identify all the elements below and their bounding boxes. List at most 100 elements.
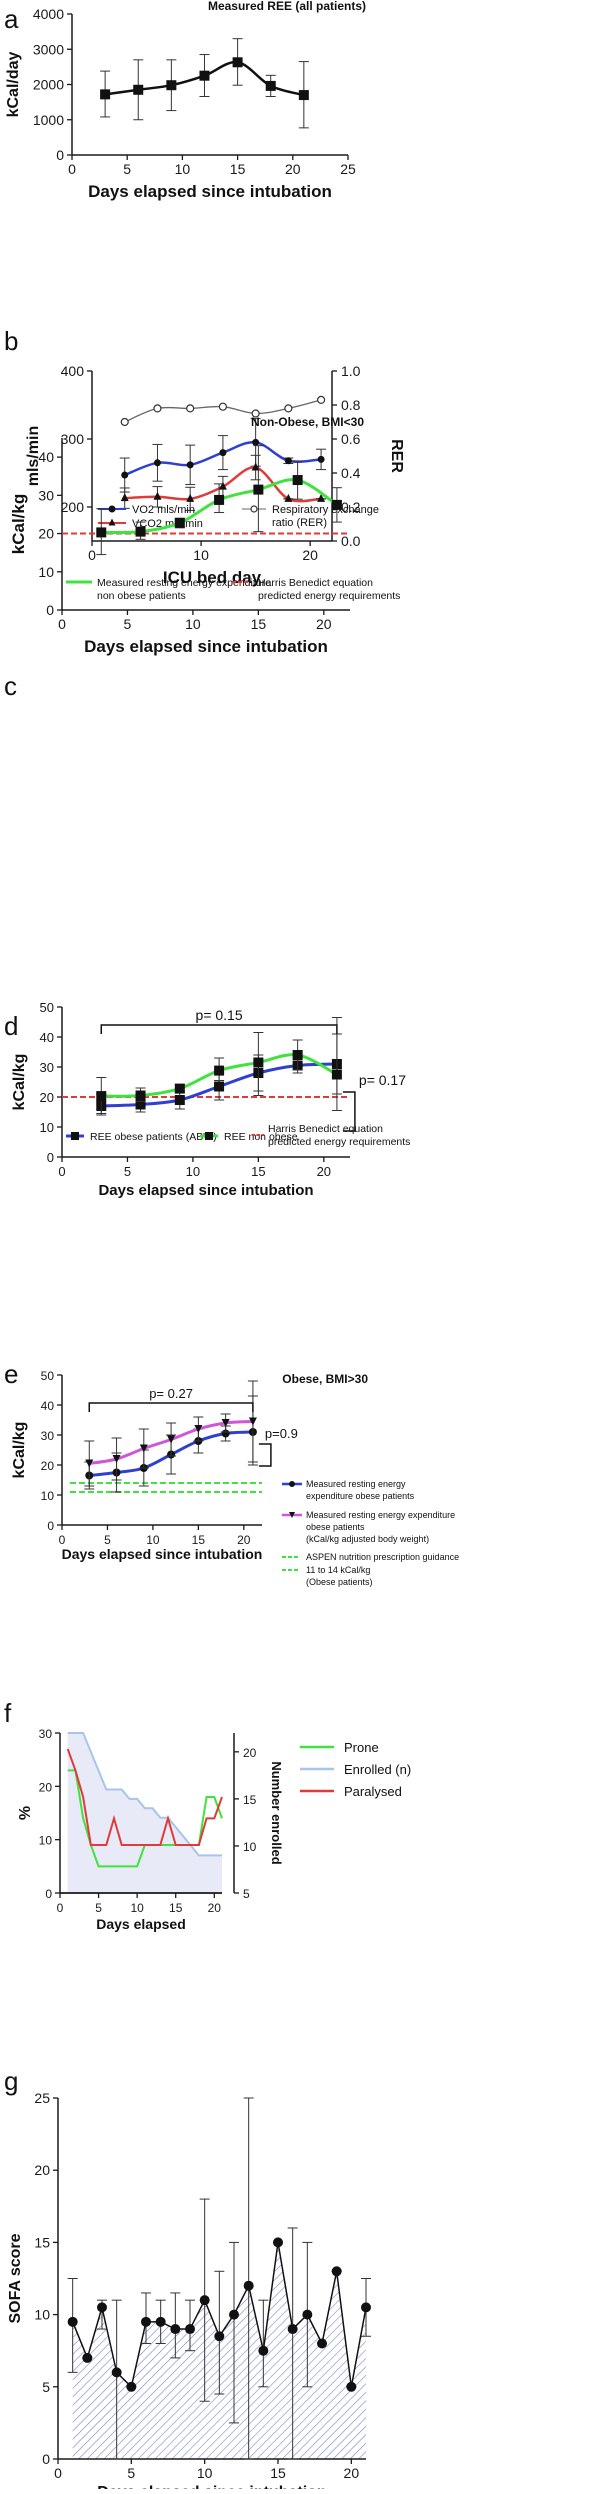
chart-f-y2-tick-label: 15 <box>243 1793 257 1807</box>
chart-d-data-point <box>331 1069 342 1080</box>
chart-c-data-point <box>174 517 185 528</box>
chart-c-x-tick-label: 5 <box>124 616 132 632</box>
chart-g-data-point <box>67 2316 78 2327</box>
chart-c-y-tick-label: 0 <box>46 602 54 618</box>
panel-letter-f: f <box>4 1698 12 1728</box>
chart-c-legend-label: Measured resting energy expenditure <box>97 577 271 589</box>
chart-d-data-point <box>135 1099 146 1110</box>
chart-f-legend-label: Enrolled (n) <box>344 1762 411 1777</box>
chart-d-data-point <box>253 1057 264 1068</box>
chart-g-y-tick-label: 0 <box>42 2451 50 2467</box>
chart-b-data-point <box>121 471 129 479</box>
chart-a-x-tick-label: 5 <box>123 161 131 177</box>
chart-d-legend-label: REE non obese <box>224 1131 298 1143</box>
chart-g-y-tick-label: 10 <box>34 2307 50 2323</box>
chart-a-chart-title: Measured REE (all patients) <box>208 0 366 13</box>
chart-c-y-tick-label: 10 <box>38 564 54 580</box>
chart-b-rer-point <box>284 404 293 413</box>
chart-f-enrolled-line <box>67 1732 222 1857</box>
chart-f-y2-tick-label: 10 <box>243 1840 257 1854</box>
chart-d-y-tick-label: 20 <box>40 1090 54 1105</box>
chart-b-rer-point <box>186 404 195 413</box>
chart-g-x-tick-label: 20 <box>344 2465 360 2481</box>
chart-g-x-tick-label: 15 <box>270 2465 286 2481</box>
chart-b-data-point <box>153 491 162 500</box>
chart-e-data-point <box>167 1435 176 1444</box>
chart-b-data-point <box>153 459 161 467</box>
chart-f-x-tick-label: 5 <box>95 1901 102 1915</box>
chart-d-x-tick-label: 0 <box>58 1164 65 1179</box>
chart-a-data-point <box>166 80 177 91</box>
chart-d-data-point <box>174 1095 185 1105</box>
chart-d-legend-marker <box>205 1132 213 1140</box>
chart-e-y-tick-label: 30 <box>41 1429 55 1443</box>
chart-b: 0 10 20 200 300 400 ICU bed day mls/min 0.0 0.2 0.… <box>25 363 405 587</box>
chart-b-y2-tick-label: 0.4 <box>341 465 361 481</box>
chart-f-x-tick-label: 15 <box>169 1901 183 1915</box>
chart-d-data-point <box>135 1090 146 1101</box>
chart-a-x-tick-label: 0 <box>68 161 76 177</box>
chart-g-data-point <box>111 2367 122 2378</box>
chart-e-bracket <box>258 1443 272 1467</box>
chart-d-data-point <box>96 1091 107 1102</box>
chart-c-y-axis-label: kCal/kg <box>9 494 28 554</box>
chart-d-legend-label: predicted energy requirements <box>268 1136 410 1148</box>
chart-d-legend-label: Harris Benedict equation <box>268 1123 383 1135</box>
chart-b-legend-label: ratio (RER) <box>272 517 327 529</box>
chart-e-chart-title: Obese, BMI>30 <box>282 1372 368 1386</box>
chart-d-data-point <box>214 1065 225 1076</box>
panel-letter-g: g <box>4 2066 18 2096</box>
chart-d: 0 5 10 15 20 0 10 20 30 40 50 Days elapsed since in… <box>11 1000 410 1199</box>
chart-f-y-axis-label: % <box>17 1806 34 1820</box>
chart-a-data-point <box>100 89 111 100</box>
chart-d-y-tick-label: 40 <box>40 1030 54 1045</box>
chart-d-y-tick-label: 30 <box>40 1060 54 1075</box>
chart-c-data-point <box>135 526 146 537</box>
chart-g-data-point <box>155 2316 166 2327</box>
chart-g-data-point <box>170 2324 181 2335</box>
chart-e-legend-label: 11 to 14 kCal/kg <box>306 1565 370 1575</box>
chart-e-y-axis-label: kCal/kg <box>11 1422 28 1479</box>
chart-c-legend-label: Harris Benedict equation <box>258 577 373 589</box>
chart-e-x-tick-label: 20 <box>237 1533 251 1547</box>
chart-c-y-tick-label: 40 <box>38 449 54 465</box>
chart-a-y-tick-label: 2000 <box>33 77 64 93</box>
chart-e-data-point <box>221 1419 230 1427</box>
chart-e-y-tick-label: 20 <box>41 1459 55 1473</box>
chart-e-y-tick-label: 40 <box>41 1399 55 1413</box>
chart-a-data-point <box>265 80 276 91</box>
chart-g-x-tick-label: 5 <box>127 2465 135 2481</box>
chart-g-data-point <box>214 2331 225 2342</box>
chart-a-x-tick-label: 10 <box>175 161 191 177</box>
chart-a-x-axis-label: Days elapsed since intubation <box>88 182 332 201</box>
chart-b-data-point <box>251 462 260 471</box>
chart-b-x-axis-label: ICU bed day <box>163 568 262 587</box>
chart-e-legend-label: (Obese patients) <box>306 1577 373 1587</box>
chart-f-x-tick-label: 0 <box>57 1901 64 1915</box>
chart-e-annotation: p=0.9 <box>265 1426 298 1441</box>
panel-letter-c: c <box>4 671 17 701</box>
chart-c-legend-label: predicted energy requirements <box>258 590 400 602</box>
chart-b-data-point <box>317 493 326 502</box>
chart-e-x-tick-label: 10 <box>146 1533 160 1547</box>
chart-b-data-point <box>284 493 293 502</box>
chart-d-x-axis-label: Days elapsed since intubation <box>98 1182 313 1199</box>
chart-f-y-tick-label: 20 <box>39 1780 53 1794</box>
chart-a-data-point <box>232 57 243 68</box>
chart-b-data-point <box>219 449 227 457</box>
chart-g: 0 5 10 15 20 0 5 10 15 20 25 Days elapsed since int… <box>7 2090 371 2494</box>
chart-f-y-tick-label: 0 <box>45 1887 52 1901</box>
chart-b-rer-point <box>316 395 326 404</box>
chart-a-x-tick-label: 20 <box>285 161 301 177</box>
chart-g-data-point <box>141 2316 151 2327</box>
chart-c-x-axis-label: Days elapsed since intubation <box>84 637 328 656</box>
chart-a-y-tick-label: 0 <box>56 147 64 163</box>
chart-f-y2-tick-label: 5 <box>243 1887 250 1901</box>
chart-f-legend-label: Paralysed <box>344 1784 402 1799</box>
chart-b-data-point <box>120 493 129 502</box>
chart-d-legend-marker <box>71 1132 79 1140</box>
chart-g-data-point <box>258 2345 269 2356</box>
chart-e-legend-marker <box>289 1512 295 1518</box>
chart-g-data-point <box>97 2302 107 2313</box>
